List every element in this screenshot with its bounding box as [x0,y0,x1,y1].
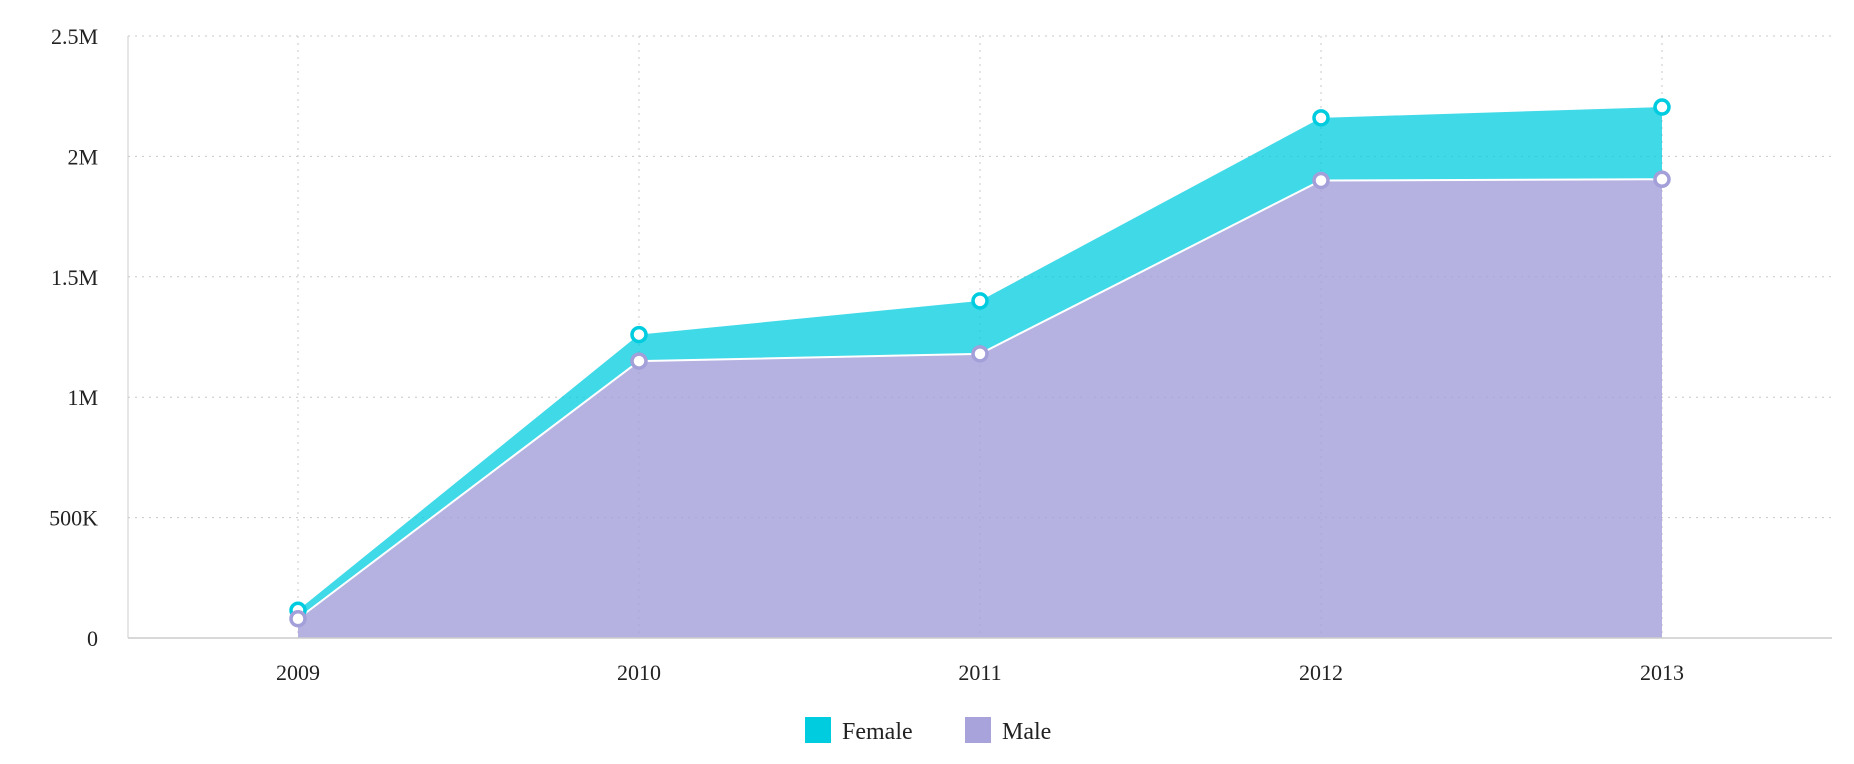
data-point-female[interactable] [1653,98,1671,116]
y-tick-label: 2M [67,144,98,169]
data-point-female[interactable] [1312,109,1330,127]
data-point-male[interactable] [971,345,989,363]
x-tick-label: 2011 [958,660,1001,685]
legend-label-male[interactable]: Male [1002,719,1051,745]
data-point-female[interactable] [971,292,989,310]
legend[interactable]: Female Male [805,717,1051,745]
data-point-male[interactable] [1653,170,1671,189]
series-areas [297,107,1663,638]
y-tick-label: 0 [87,626,98,651]
area-male[interactable] [298,179,1662,638]
legend-label-female[interactable]: Female [842,719,913,745]
y-tick-label: 2.5M [51,24,98,49]
data-point-female[interactable] [630,325,648,344]
legend-swatch-female [805,717,831,743]
area-female[interactable] [298,107,1662,619]
x-tick-label: 2013 [1640,660,1684,685]
data-point-male[interactable] [630,352,648,370]
data-point-male[interactable] [289,609,307,628]
data-point-markers [289,98,1671,628]
y-tick-label: 500K [49,506,98,531]
y-tick-label: 1M [67,385,98,410]
legend-swatch-male [965,717,991,743]
y-tick-label: 1.5M [51,265,98,290]
axes: 0 500K 1M 1.5M 2M 2.5M 2009 2010 2011 2012 2013 [49,24,1832,685]
x-tick-label: 2010 [617,660,661,685]
data-point-male[interactable] [1312,171,1330,190]
x-tick-label: 2012 [1299,660,1343,685]
x-tick-label: 2009 [276,660,320,685]
